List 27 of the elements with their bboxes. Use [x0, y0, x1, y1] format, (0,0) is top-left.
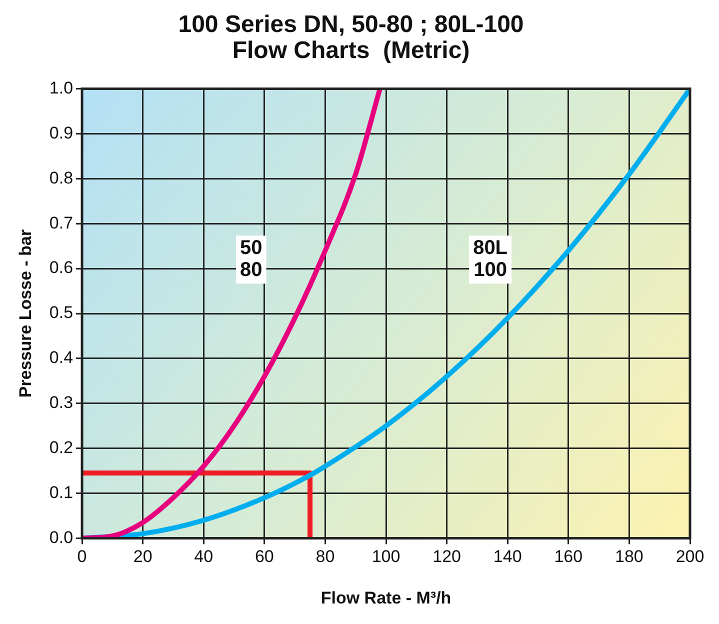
y-tick-label: 0.0 [49, 528, 74, 547]
x-tick-label: 60 [254, 547, 274, 566]
x-tick-label: 40 [194, 547, 214, 566]
y-tick-label: 0.7 [49, 213, 74, 232]
x-axis-title: Flow Rate - M³/h [320, 588, 452, 608]
y-tick-label: 0.3 [49, 393, 74, 412]
y-axis-title: Pressure Losse - bar [16, 229, 35, 398]
y-tick-label: 0.5 [49, 303, 74, 322]
chart-title: 100 Series DN, 50-80 ; 80L-100 Flow Charts (Metric) [178, 10, 524, 64]
x-tick-label: 0 [77, 547, 87, 566]
y-tick-label: 0.8 [49, 168, 74, 188]
y-tick-label: 0.1 [49, 482, 74, 502]
x-tick-label: 160 [554, 547, 583, 566]
x-tick-label: 100 [372, 547, 400, 566]
y-tick-label: 0.4 [49, 348, 74, 368]
x-tick-label: 200 [676, 547, 704, 566]
y-tick-label: 0.6 [49, 258, 74, 278]
x-tick-label: 140 [493, 547, 522, 566]
y-tick-label: 0.9 [49, 123, 74, 142]
x-tick-label: 120 [432, 547, 461, 566]
text: 50 80 [240, 237, 262, 282]
y-tick-label: 0.2 [49, 438, 74, 458]
x-tick-label: 20 [133, 547, 152, 566]
series-label: 80L 100 [473, 237, 508, 282]
y-tick-label: 1.0 [49, 78, 74, 98]
x-tick-label: 80 [316, 547, 335, 566]
x-tick-label: 180 [615, 547, 644, 566]
